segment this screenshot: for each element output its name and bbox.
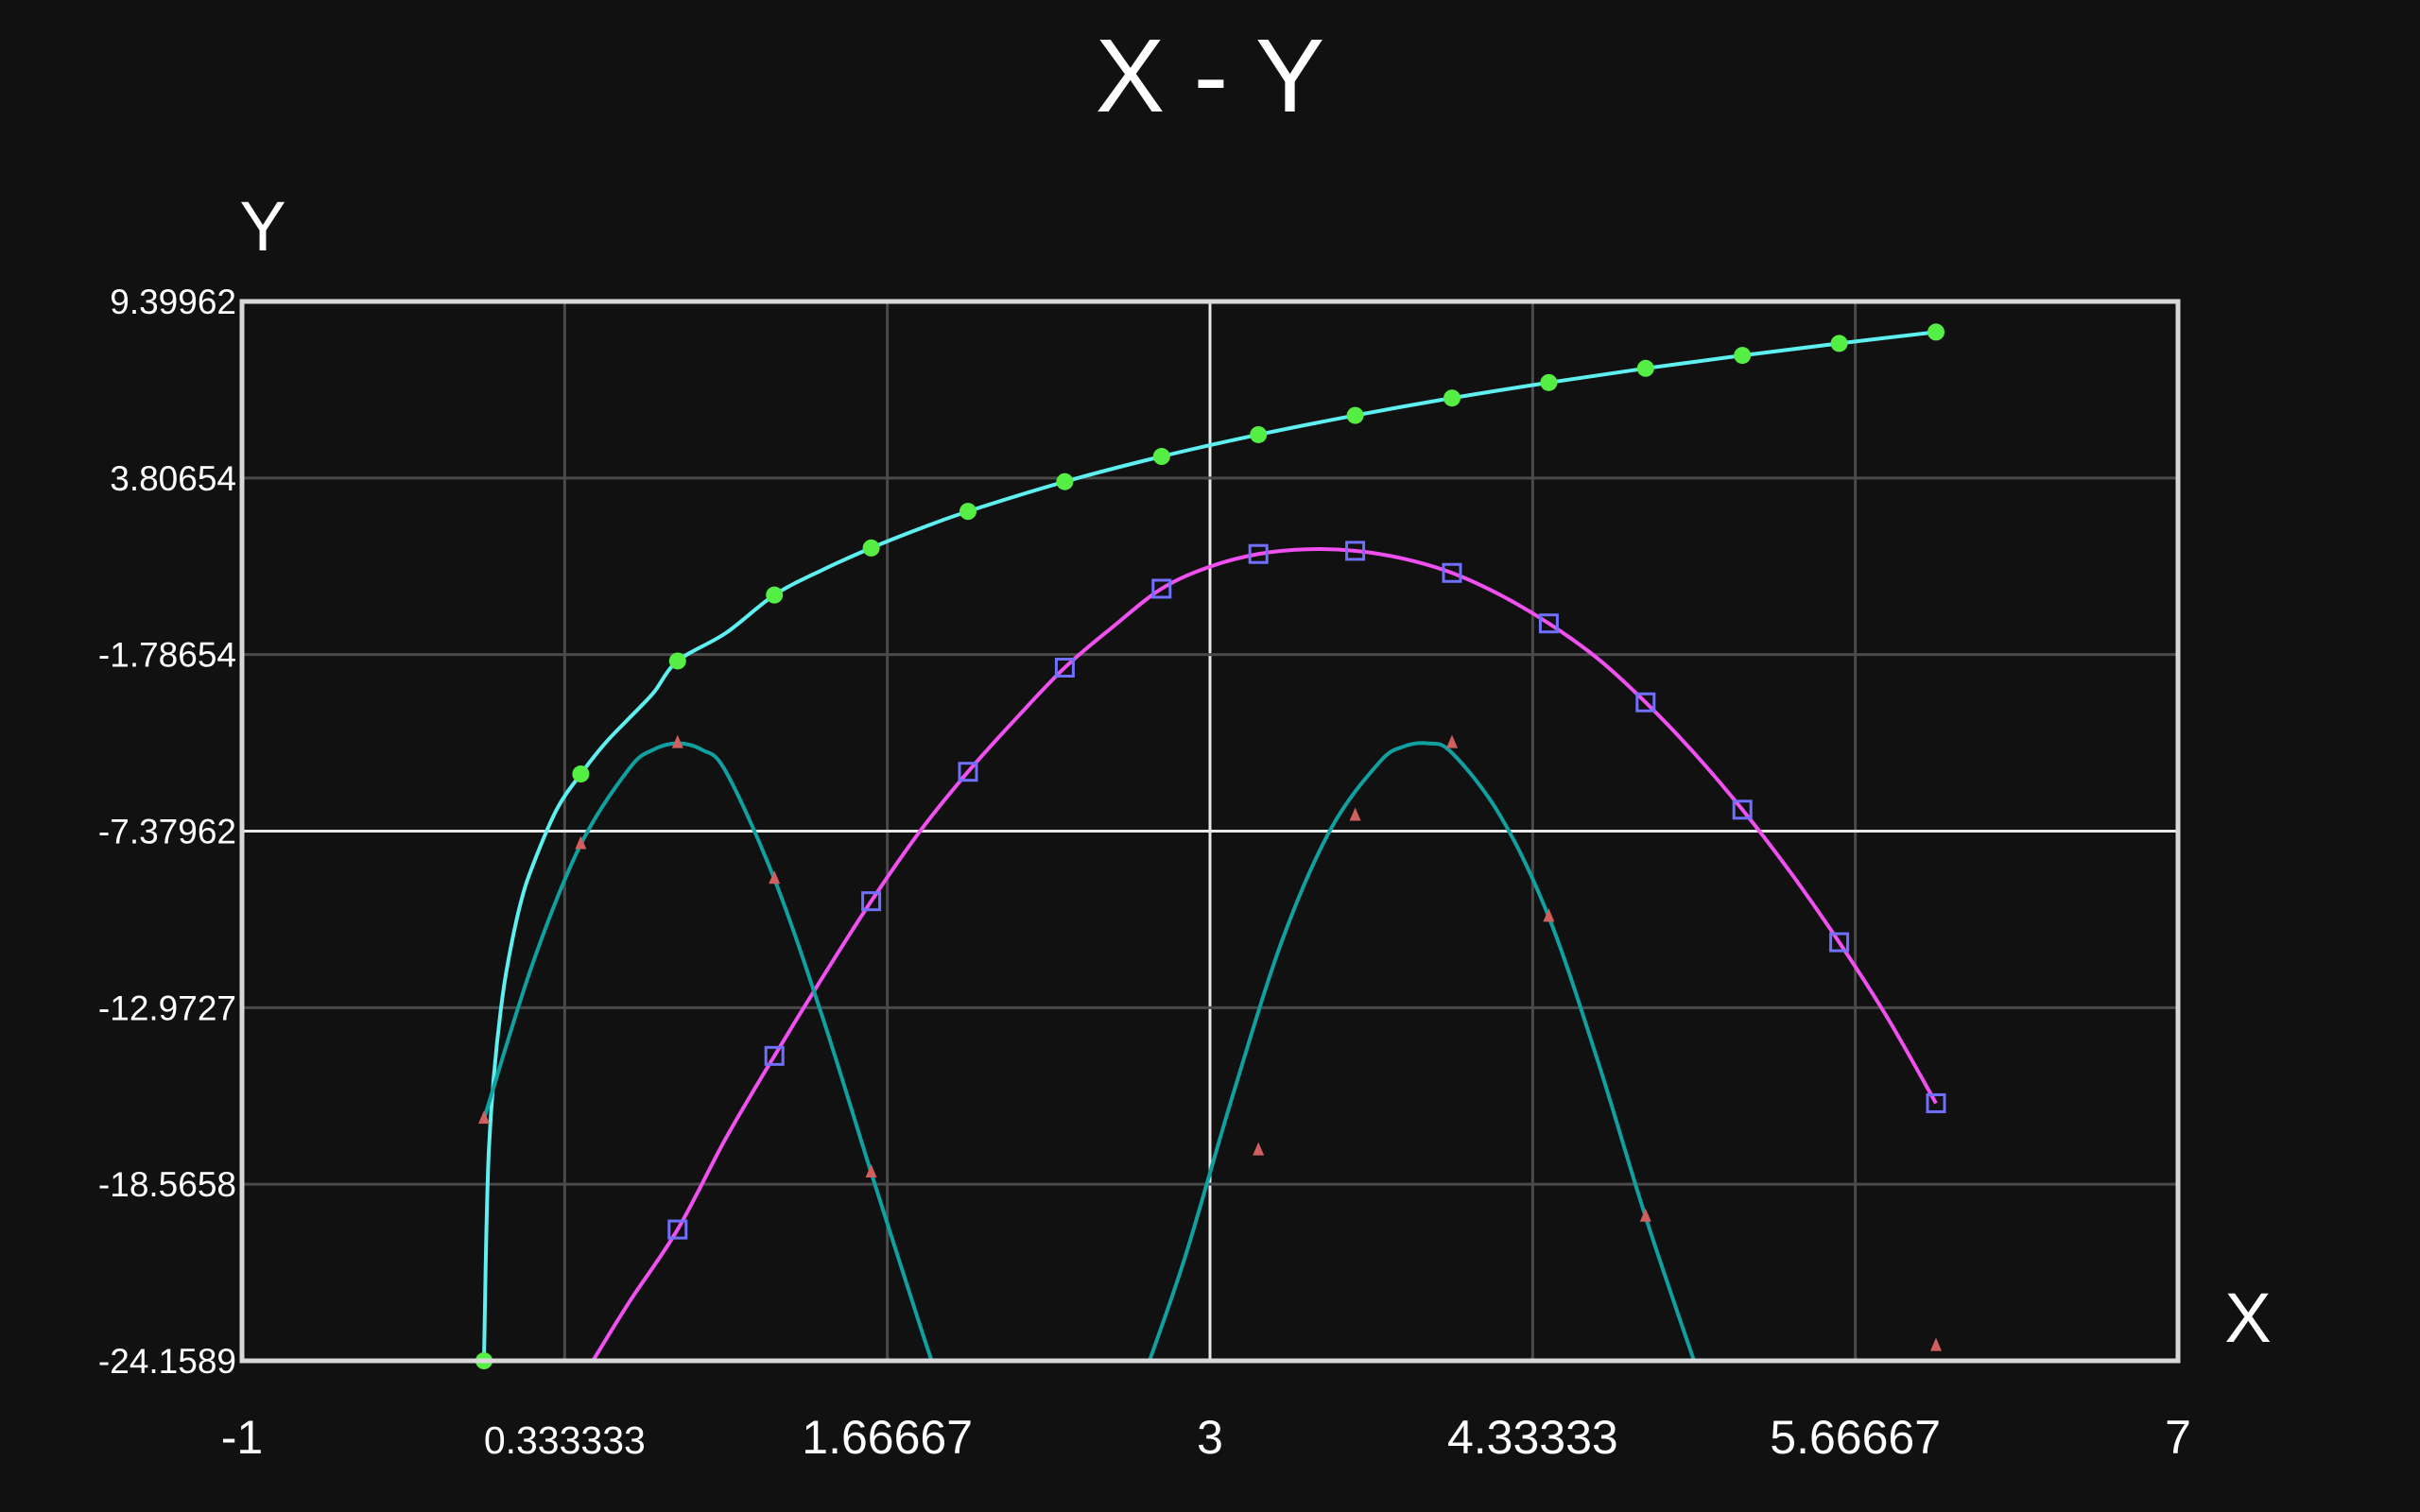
y-tick-label: -7.37962 (98, 812, 236, 850)
y-tick-label: 9.39962 (110, 283, 236, 321)
series-3-point (1446, 734, 1458, 748)
series-1-point (959, 503, 977, 521)
series-1-point (1152, 448, 1170, 466)
series-2-point (1248, 543, 1269, 564)
series-2-point (1538, 613, 1559, 634)
series-1-point (766, 586, 784, 604)
y-tick-label: -1.78654 (98, 636, 236, 675)
series-1-point (1927, 323, 1945, 341)
series-1-point (668, 652, 686, 670)
x-tick-label: 3 (1197, 1411, 1223, 1464)
y-axis-label: Y (239, 187, 285, 266)
series-3-line (1148, 741, 1696, 1361)
y-tick-label: 3.80654 (110, 459, 236, 498)
series-2-point (1442, 562, 1462, 583)
series-2-point (1635, 692, 1656, 713)
series-3-point (671, 734, 683, 748)
series-2-point (764, 1045, 785, 1066)
chart-title: X - Y (1096, 18, 1325, 134)
series-1-point (1636, 359, 1654, 377)
x-tick-label: 4.33333 (1447, 1411, 1618, 1464)
x-tick-label: 0.333333 (484, 1418, 646, 1462)
series-2-point (958, 762, 978, 782)
series-2-line (591, 547, 1938, 1361)
series-3-point (1639, 1208, 1651, 1222)
grid (242, 301, 2178, 1361)
series-1-point (1443, 389, 1461, 407)
plot-frame (239, 299, 2181, 1364)
series-3-point (1349, 807, 1361, 821)
series-3-line (482, 741, 934, 1361)
series-2-point (1926, 1092, 1946, 1113)
series-1-point (1540, 373, 1558, 391)
series-2-point (1732, 799, 1753, 820)
series-2-point (1054, 657, 1075, 678)
x-axis-label: X (2224, 1279, 2271, 1357)
series-2-point (1151, 578, 1172, 599)
y-tick-label: -18.5658 (98, 1165, 236, 1204)
series-2-point (1829, 932, 1850, 953)
series-1-point (572, 765, 590, 783)
series-1-point (862, 539, 880, 557)
series-1-point (1346, 406, 1364, 424)
y-tick-label: -24.1589 (98, 1342, 236, 1381)
x-tick-label: -1 (221, 1411, 263, 1464)
series-3-point (1930, 1337, 1942, 1351)
series-3-point (865, 1163, 877, 1177)
series-2-point (861, 891, 882, 912)
series-3-point (769, 870, 781, 885)
series-3-point (1543, 908, 1555, 922)
series-2-point (1345, 541, 1366, 561)
x-tick-label: 5.66667 (1770, 1411, 1941, 1464)
series-1-point (1250, 425, 1268, 443)
series-1-point (1830, 335, 1848, 352)
series-3-point (1253, 1142, 1265, 1156)
series-3-point (478, 1110, 490, 1125)
marker-layer (475, 323, 1946, 1370)
tick-labels: -1 0.333333 1.66667 3 4.33333 5.66667 7 9.39962… (98, 283, 2191, 1464)
series-3-point (575, 835, 587, 850)
x-tick-label: 1.66667 (802, 1411, 973, 1464)
y-tick-label: -12.9727 (98, 988, 236, 1027)
series-1-point (1056, 472, 1074, 490)
series-1-point (1734, 347, 1752, 365)
series-2-point (667, 1219, 688, 1240)
x-tick-label: 7 (2165, 1411, 2191, 1464)
